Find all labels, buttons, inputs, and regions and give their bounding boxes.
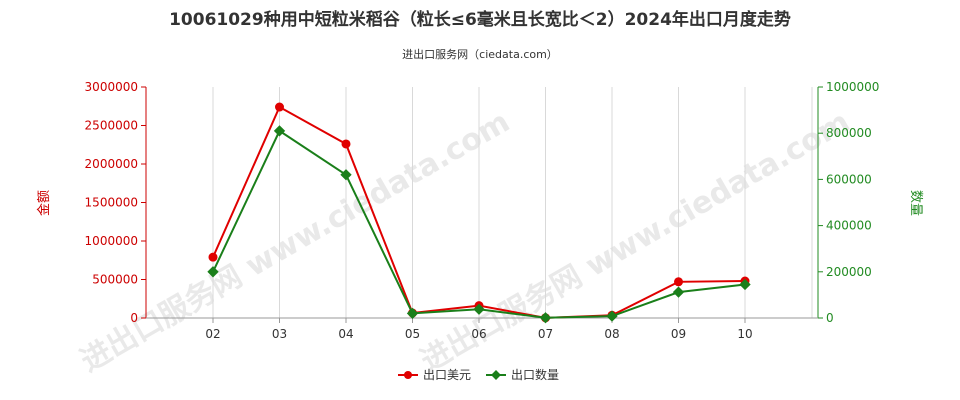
x-tick-label: 09: [671, 327, 686, 341]
x-tick-label: 02: [205, 327, 220, 341]
x-tick-label: 03: [272, 327, 287, 341]
x-tick-label: 07: [538, 327, 553, 341]
series-1-point: [208, 252, 218, 262]
x-tick-label: 10: [737, 327, 752, 341]
series-2-point: [606, 310, 618, 322]
series-2-point: [672, 286, 685, 298]
legend-marker-2: [491, 370, 501, 380]
x-tick-label: 05: [405, 327, 420, 341]
right-tick-label: 800000: [826, 126, 872, 140]
series-1-point: [674, 277, 683, 287]
series-2-point: [340, 169, 352, 181]
left-tick-label: 500000: [92, 273, 138, 287]
chart-subtitle: 进出口服务网（ciedata.com）: [402, 47, 558, 61]
x-tick-label: 06: [471, 327, 486, 341]
legend-marker-1: [404, 371, 412, 379]
series-2-point: [406, 307, 419, 320]
series: [207, 102, 751, 324]
legend: 出口美元 出口数量: [398, 367, 559, 382]
left-tick-label: 2500000: [85, 119, 138, 133]
left-tick-label: 3000000: [85, 80, 138, 94]
series-2-point: [207, 266, 219, 278]
x-axis-ticks: 02 03 04 05 06 07 08 09 10: [205, 318, 753, 341]
series-2-point: [273, 125, 286, 137]
left-tick-label: 0: [130, 311, 138, 325]
series-2-point: [739, 278, 751, 291]
x-tick-label: 08: [604, 327, 619, 341]
right-tick-label: 400000: [826, 219, 872, 233]
x-tick-label: 04: [338, 327, 353, 341]
legend-label-1[interactable]: 出口美元: [423, 368, 471, 382]
series-2-point: [539, 312, 552, 324]
chart-title: 10061029种用中短粒米稻谷（粒长≤6毫米且长宽比＜2）2024年出口月度走…: [169, 9, 791, 30]
left-tick-label: 1000000: [85, 234, 138, 248]
left-tick-label: 1500000: [85, 196, 138, 210]
left-axis-title: 金额: [36, 190, 52, 216]
right-axis-title: 数量: [908, 190, 923, 216]
right-tick-label: 1000000: [826, 80, 879, 94]
right-tick-label: 200000: [826, 265, 872, 279]
right-tick-label: 600000: [826, 172, 872, 186]
series-1-point: [275, 102, 284, 112]
right-tick-label: 0: [826, 311, 834, 325]
series-1-point: [341, 139, 351, 149]
series-2-point: [473, 303, 485, 315]
legend-label-2[interactable]: 出口数量: [511, 367, 559, 382]
left-tick-label: 2000000: [85, 157, 138, 171]
left-axis-ticks: 0 500000 1000000 1500000 2000000 2500000 30000…: [85, 80, 146, 325]
right-axis-ticks: 0 200000 400000 600000 800000 1000000: [818, 80, 879, 325]
